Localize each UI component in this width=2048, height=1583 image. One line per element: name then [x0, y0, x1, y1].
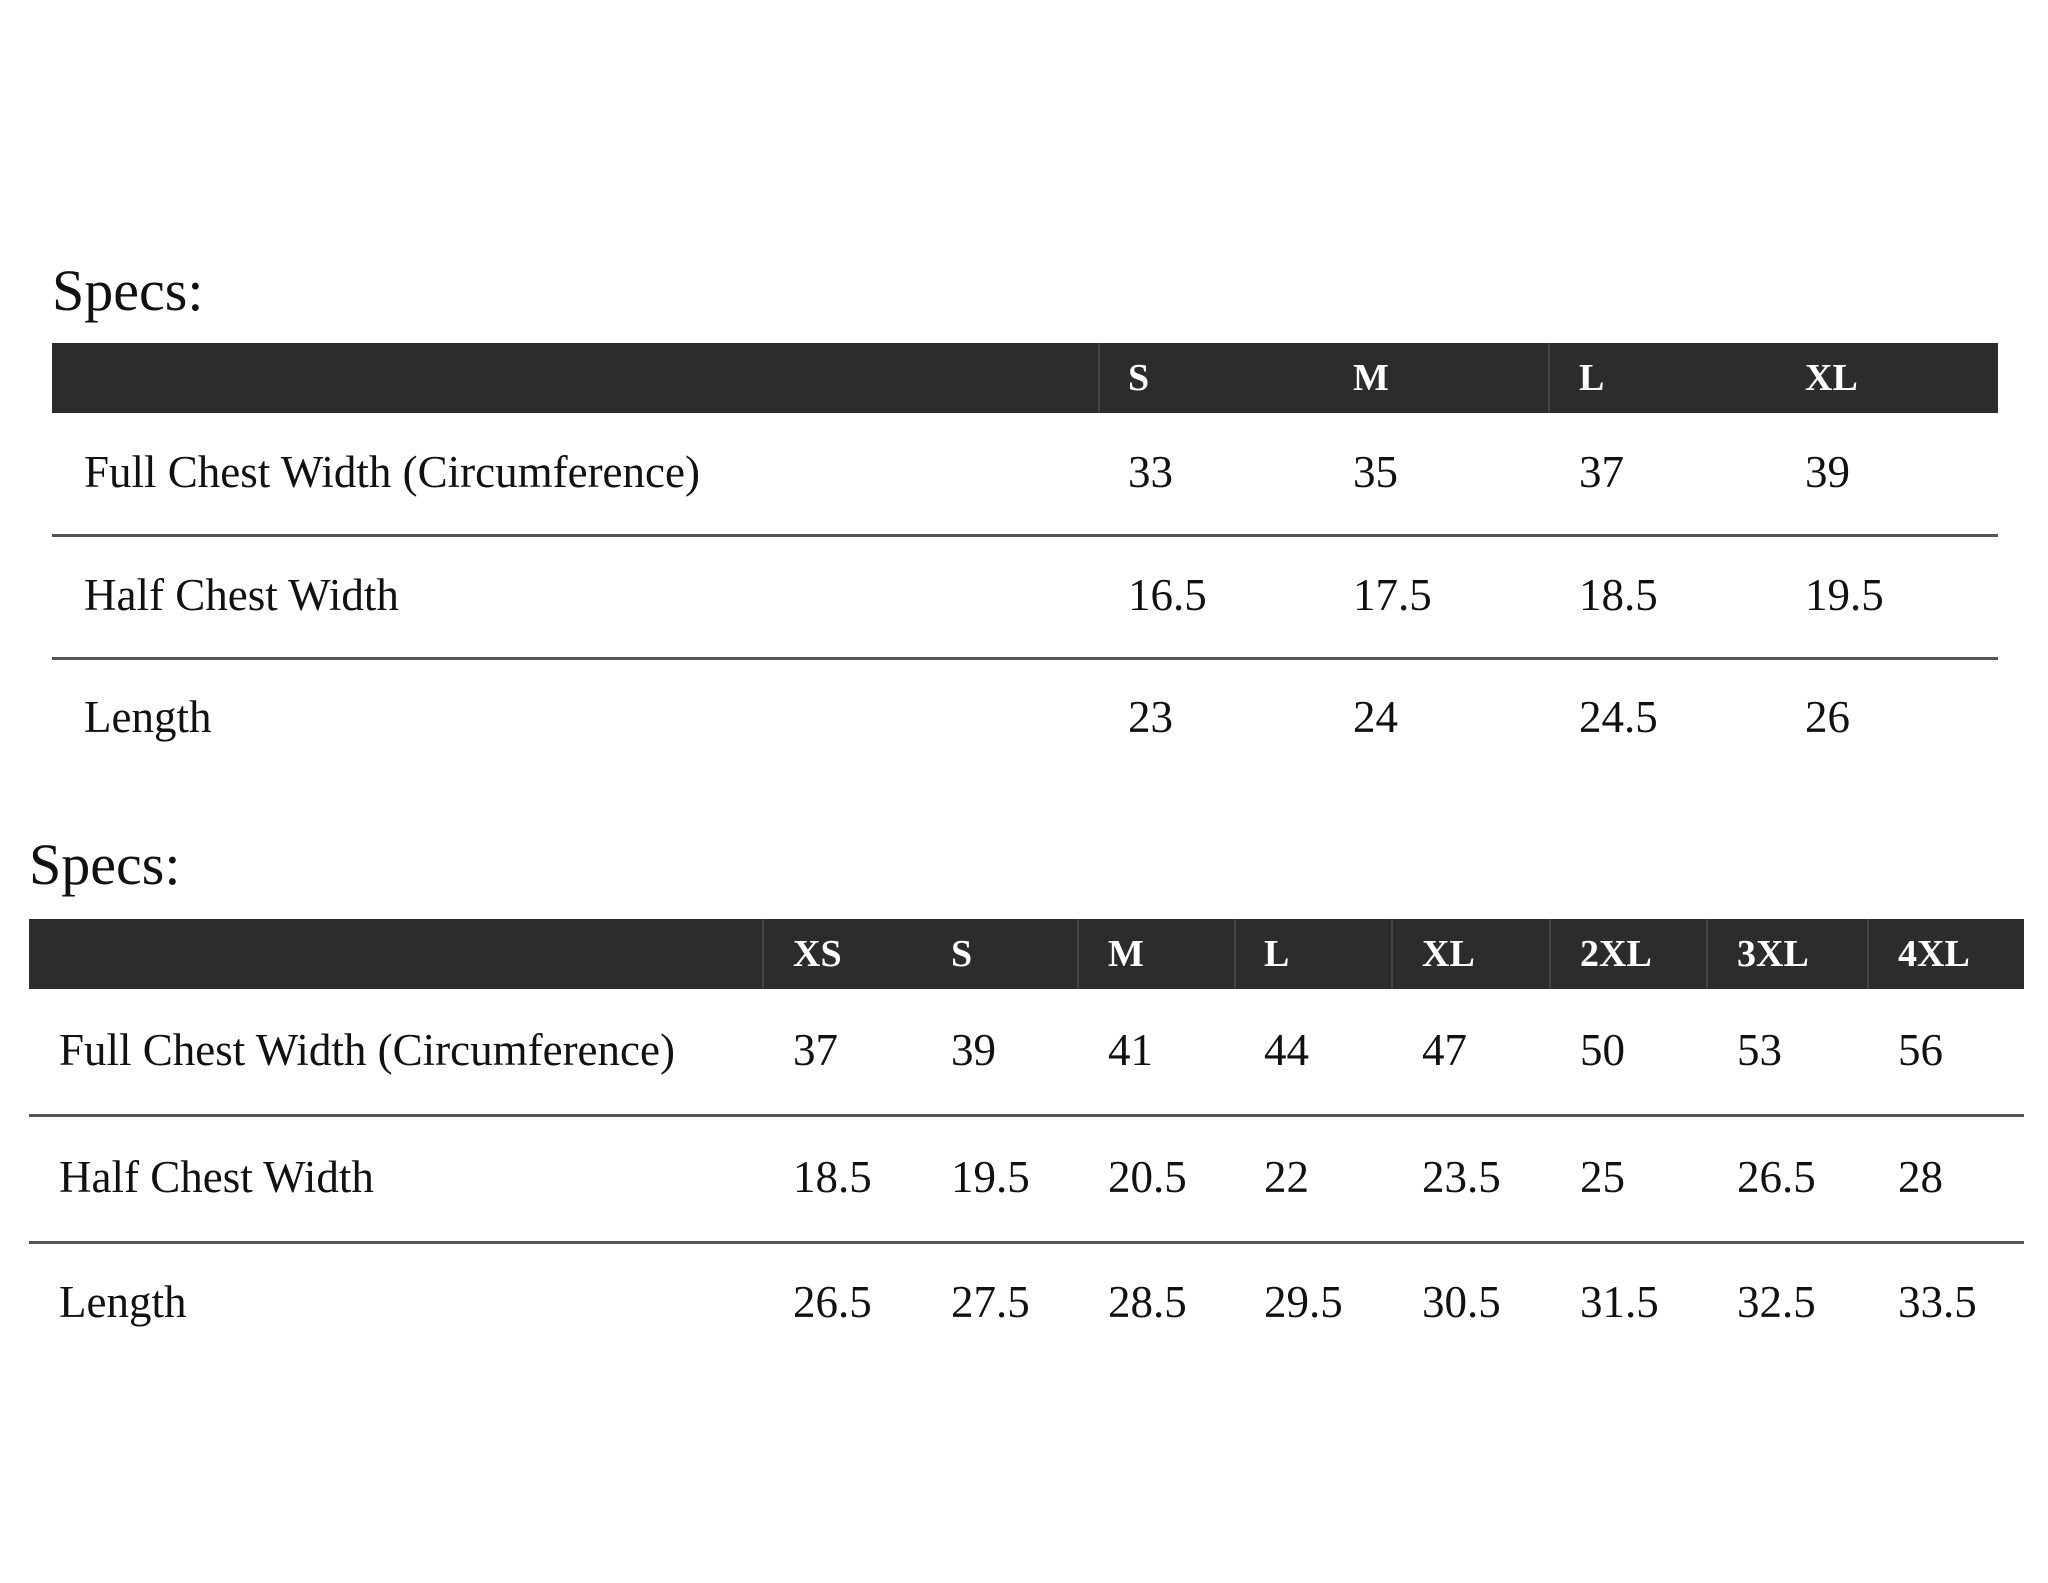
value-cell: 24.5 [1579, 692, 1658, 742]
value-cell: 22 [1264, 1152, 1309, 1202]
row-label: Half Chest Width [59, 1152, 374, 1202]
header-bar [52, 343, 1998, 413]
value-cell: 30.5 [1422, 1277, 1501, 1327]
value-cell: 19.5 [951, 1152, 1030, 1202]
header-divider [1549, 919, 1551, 989]
value-cell: 29.5 [1264, 1277, 1343, 1327]
value-cell: 19.5 [1805, 570, 1884, 620]
column-header: M [1353, 357, 1389, 399]
column-header: S [951, 933, 973, 975]
header-divider [1867, 919, 1869, 989]
row-label: Half Chest Width [84, 570, 399, 620]
value-cell: 33.5 [1898, 1277, 1977, 1327]
value-cell: 24 [1353, 692, 1398, 742]
column-header: M [1108, 933, 1144, 975]
row-label: Length [84, 692, 212, 742]
value-cell: 53 [1737, 1025, 1782, 1075]
value-cell: 28 [1898, 1152, 1943, 1202]
value-cell: 37 [793, 1025, 838, 1075]
row-label: Length [59, 1277, 187, 1327]
value-cell: 26.5 [1737, 1152, 1816, 1202]
value-cell: 31.5 [1580, 1277, 1659, 1327]
row-divider [29, 1241, 2024, 1244]
value-cell: 44 [1264, 1025, 1309, 1075]
value-cell: 56 [1898, 1025, 1943, 1075]
value-cell: 26 [1805, 692, 1850, 742]
value-cell: 23.5 [1422, 1152, 1501, 1202]
column-header: L [1579, 357, 1605, 399]
value-cell: 39 [1805, 447, 1850, 497]
value-cell: 28.5 [1108, 1277, 1187, 1327]
value-cell: 20.5 [1108, 1152, 1187, 1202]
header-bar [29, 919, 2024, 989]
value-cell: 32.5 [1737, 1277, 1816, 1327]
header-divider [1234, 919, 1236, 989]
row-divider [52, 657, 1998, 660]
column-header: 3XL [1737, 933, 1809, 975]
value-cell: 41 [1108, 1025, 1153, 1075]
table-title: Specs: [52, 258, 204, 323]
value-cell: 25 [1580, 1152, 1625, 1202]
value-cell: 39 [951, 1025, 996, 1075]
row-label: Full Chest Width (Circumference) [84, 447, 700, 497]
column-header: L [1264, 933, 1290, 975]
value-cell: 50 [1580, 1025, 1625, 1075]
value-cell: 16.5 [1128, 570, 1207, 620]
value-cell: 37 [1579, 447, 1624, 497]
column-header: XL [1805, 357, 1858, 399]
value-cell: 18.5 [793, 1152, 872, 1202]
column-header: XL [1422, 933, 1475, 975]
table-title: Specs: [29, 832, 181, 897]
header-divider [1077, 919, 1079, 989]
value-cell: 26.5 [793, 1277, 872, 1327]
row-divider [52, 534, 1998, 537]
column-header: XS [793, 933, 842, 975]
header-divider [1706, 919, 1708, 989]
value-cell: 27.5 [951, 1277, 1030, 1327]
row-label: Full Chest Width (Circumference) [59, 1025, 675, 1075]
header-divider [1391, 919, 1393, 989]
header-divider [1098, 343, 1100, 413]
column-header: 4XL [1898, 933, 1970, 975]
header-divider [762, 919, 764, 989]
column-header: 2XL [1580, 933, 1652, 975]
row-divider [29, 1114, 2024, 1117]
value-cell: 47 [1422, 1025, 1467, 1075]
header-divider [1548, 343, 1550, 413]
column-header: S [1128, 357, 1150, 399]
value-cell: 35 [1353, 447, 1398, 497]
value-cell: 17.5 [1353, 570, 1432, 620]
value-cell: 33 [1128, 447, 1173, 497]
value-cell: 23 [1128, 692, 1173, 742]
value-cell: 18.5 [1579, 570, 1658, 620]
